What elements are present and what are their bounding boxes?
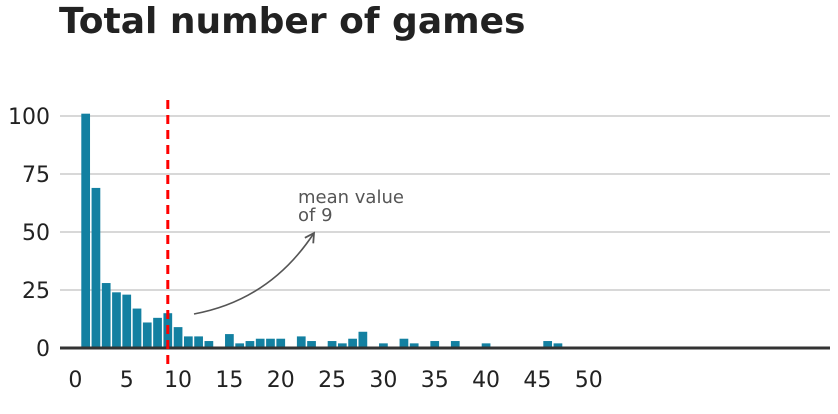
x-tick-label: 15 — [215, 368, 243, 393]
bar — [194, 336, 203, 348]
y-tick-label: 0 — [36, 337, 50, 362]
bar — [173, 327, 183, 348]
bar — [409, 343, 419, 348]
bar — [132, 308, 142, 348]
bar — [481, 343, 491, 348]
bar — [543, 341, 553, 348]
bar — [296, 336, 306, 348]
bar — [266, 338, 275, 348]
x-tick-label: 30 — [369, 368, 397, 393]
bar — [430, 341, 440, 348]
x-tick-label: 50 — [575, 368, 603, 393]
bar — [255, 338, 265, 348]
annotation-arrow — [193, 231, 316, 315]
bar — [153, 317, 162, 348]
x-tick-label: 35 — [421, 368, 449, 393]
x-tick-label: 0 — [68, 368, 82, 393]
x-tick-label: 20 — [267, 368, 295, 393]
x-tick-label: 45 — [523, 368, 551, 393]
bar — [204, 341, 214, 348]
bar — [379, 343, 388, 348]
bar — [112, 292, 121, 348]
bar — [225, 334, 234, 348]
bar — [327, 341, 337, 348]
bar — [450, 341, 460, 348]
bar — [183, 336, 193, 348]
bar — [91, 187, 101, 348]
bar — [101, 283, 111, 348]
chart-title: Total number of games — [59, 1, 526, 42]
x-tick-label: 5 — [120, 368, 134, 393]
bar — [553, 343, 563, 348]
bar — [245, 341, 255, 348]
y-tick-label: 25 — [22, 279, 50, 304]
bar — [348, 338, 357, 348]
bar — [142, 322, 152, 348]
bar — [337, 343, 347, 348]
x-tick-label: 25 — [318, 368, 346, 393]
bar — [122, 294, 132, 348]
annotation-line-1: mean value — [298, 187, 404, 208]
bar — [307, 341, 316, 348]
y-tick-label: 100 — [8, 105, 50, 130]
bar — [81, 113, 91, 349]
bar — [235, 343, 245, 348]
y-tick-label: 50 — [22, 221, 50, 246]
x-tick-label: 10 — [164, 368, 192, 393]
bar — [276, 338, 286, 348]
annotation-line-2: of 9 — [298, 205, 333, 226]
y-tick-label: 75 — [22, 163, 50, 188]
bar — [358, 331, 368, 348]
bar — [399, 338, 409, 348]
x-tick-label: 40 — [472, 368, 500, 393]
